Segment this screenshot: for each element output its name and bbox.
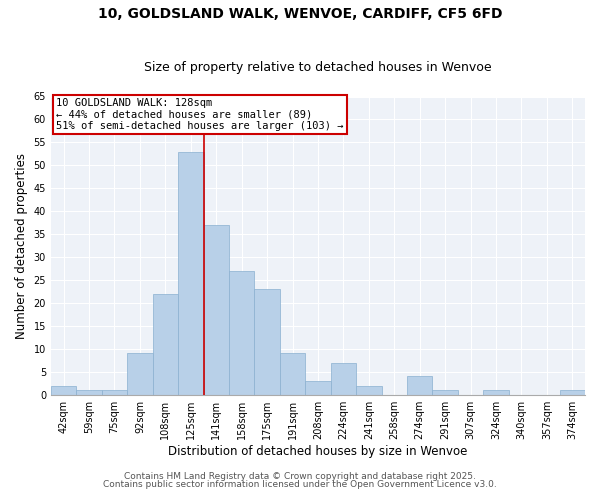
Bar: [560, 390, 585, 394]
Bar: [407, 376, 433, 394]
Y-axis label: Number of detached properties: Number of detached properties: [15, 152, 28, 338]
Bar: [203, 225, 229, 394]
Bar: [152, 294, 178, 394]
Bar: [254, 289, 280, 395]
X-axis label: Distribution of detached houses by size in Wenvoe: Distribution of detached houses by size …: [168, 444, 467, 458]
Bar: [178, 152, 203, 394]
Title: Size of property relative to detached houses in Wenvoe: Size of property relative to detached ho…: [144, 62, 492, 74]
Text: Contains HM Land Registry data © Crown copyright and database right 2025.: Contains HM Land Registry data © Crown c…: [124, 472, 476, 481]
Text: 10, GOLDSLAND WALK, WENVOE, CARDIFF, CF5 6FD: 10, GOLDSLAND WALK, WENVOE, CARDIFF, CF5…: [98, 8, 502, 22]
Bar: [356, 386, 382, 394]
Bar: [76, 390, 102, 394]
Bar: [483, 390, 509, 394]
Bar: [305, 381, 331, 394]
Text: Contains public sector information licensed under the Open Government Licence v3: Contains public sector information licen…: [103, 480, 497, 489]
Bar: [102, 390, 127, 394]
Bar: [229, 271, 254, 394]
Text: 10 GOLDSLAND WALK: 128sqm
← 44% of detached houses are smaller (89)
51% of semi-: 10 GOLDSLAND WALK: 128sqm ← 44% of detac…: [56, 98, 344, 131]
Bar: [280, 354, 305, 395]
Bar: [433, 390, 458, 394]
Bar: [127, 354, 152, 395]
Bar: [51, 386, 76, 394]
Bar: [331, 362, 356, 394]
